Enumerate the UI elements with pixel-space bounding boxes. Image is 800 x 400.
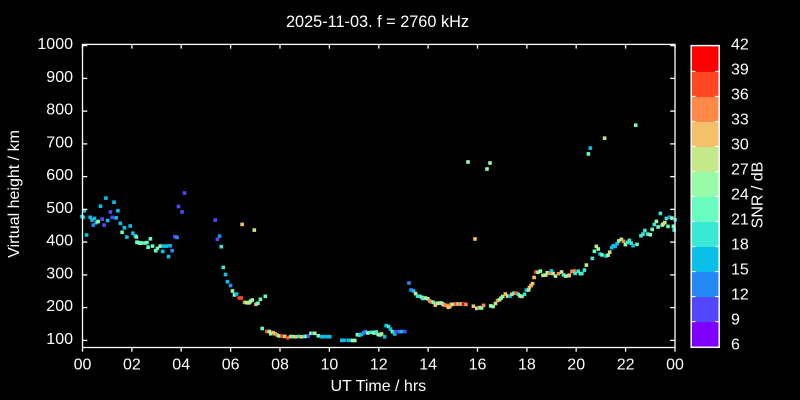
svg-text:36: 36 bbox=[731, 86, 749, 103]
svg-text:00: 00 bbox=[74, 357, 92, 374]
svg-text:18: 18 bbox=[731, 237, 749, 254]
svg-text:30: 30 bbox=[731, 137, 749, 154]
svg-text:33: 33 bbox=[731, 112, 749, 129]
svg-text:600: 600 bbox=[46, 167, 73, 184]
svg-text:400: 400 bbox=[46, 233, 73, 250]
svg-text:16: 16 bbox=[469, 357, 487, 374]
svg-text:21: 21 bbox=[731, 212, 749, 229]
svg-text:SNR / dB: SNR / dB bbox=[749, 162, 766, 229]
svg-text:Virtual height / km: Virtual height / km bbox=[6, 130, 23, 258]
svg-text:200: 200 bbox=[46, 298, 73, 315]
svg-text:00: 00 bbox=[666, 357, 684, 374]
svg-text:500: 500 bbox=[46, 200, 73, 217]
svg-text:700: 700 bbox=[46, 135, 73, 152]
svg-text:300: 300 bbox=[46, 266, 73, 283]
svg-text:24: 24 bbox=[731, 187, 749, 204]
svg-text:42: 42 bbox=[731, 36, 749, 53]
svg-text:02: 02 bbox=[123, 357, 141, 374]
svg-text:12: 12 bbox=[731, 287, 749, 304]
svg-text:15: 15 bbox=[731, 262, 749, 279]
svg-text:100: 100 bbox=[46, 331, 73, 348]
svg-text:900: 900 bbox=[46, 69, 73, 86]
svg-text:6: 6 bbox=[731, 337, 740, 354]
svg-text:22: 22 bbox=[617, 357, 635, 374]
svg-text:12: 12 bbox=[370, 357, 388, 374]
svg-text:04: 04 bbox=[172, 357, 190, 374]
svg-text:1000: 1000 bbox=[37, 36, 73, 53]
svg-text:10: 10 bbox=[321, 357, 339, 374]
svg-text:14: 14 bbox=[419, 357, 437, 374]
svg-text:9: 9 bbox=[731, 312, 740, 329]
svg-text:UT Time / hrs: UT Time / hrs bbox=[330, 378, 426, 395]
svg-text:27: 27 bbox=[731, 162, 749, 179]
svg-text:08: 08 bbox=[271, 357, 289, 374]
svg-text:06: 06 bbox=[222, 357, 240, 374]
svg-text:18: 18 bbox=[518, 357, 536, 374]
svg-text:20: 20 bbox=[567, 357, 585, 374]
svg-text:800: 800 bbox=[46, 102, 73, 119]
svg-text:2025-11-03. f = 2760 kHz: 2025-11-03. f = 2760 kHz bbox=[286, 13, 469, 31]
svg-text:39: 39 bbox=[731, 61, 749, 78]
